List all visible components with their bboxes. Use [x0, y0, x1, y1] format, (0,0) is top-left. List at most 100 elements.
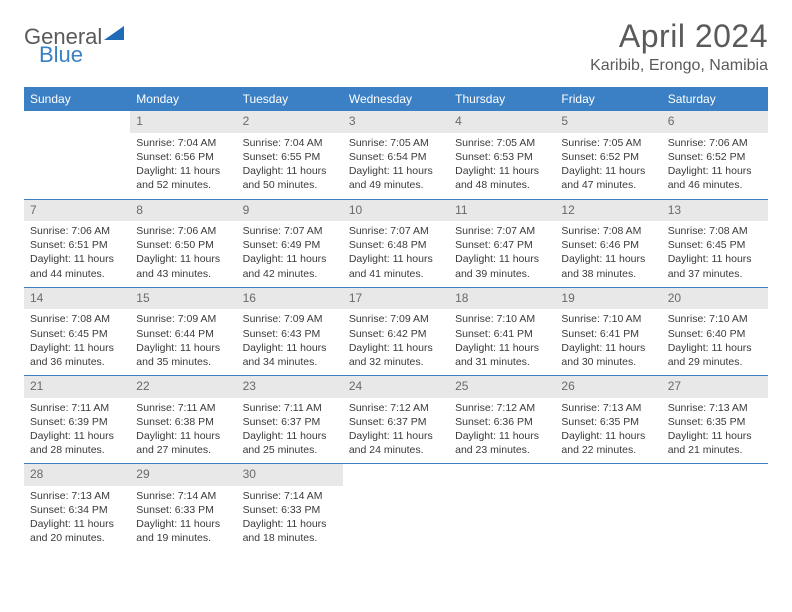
day-header: Saturday: [662, 87, 768, 111]
day-details: Sunrise: 7:04 AMSunset: 6:56 PMDaylight:…: [130, 133, 236, 199]
day-details: Sunrise: 7:12 AMSunset: 6:36 PMDaylight:…: [449, 398, 555, 464]
calendar-day-cell: .: [24, 111, 130, 199]
sunset-line: Sunset: 6:38 PM: [136, 415, 230, 429]
sunrise-line: Sunrise: 7:06 AM: [30, 224, 124, 238]
day-details: Sunrise: 7:13 AMSunset: 6:35 PMDaylight:…: [555, 398, 661, 464]
calendar-day-cell: 17Sunrise: 7:09 AMSunset: 6:42 PMDayligh…: [343, 287, 449, 375]
day-number: 20: [662, 288, 768, 310]
day-number: 29: [130, 464, 236, 486]
day-details: Sunrise: 7:07 AMSunset: 6:49 PMDaylight:…: [237, 221, 343, 287]
day-details: Sunrise: 7:05 AMSunset: 6:53 PMDaylight:…: [449, 133, 555, 199]
logo-word-2: Blue: [39, 42, 83, 68]
day-number: 6: [662, 111, 768, 133]
day-details: Sunrise: 7:09 AMSunset: 6:42 PMDaylight:…: [343, 309, 449, 375]
sunset-line: Sunset: 6:35 PM: [561, 415, 655, 429]
sunset-line: Sunset: 6:47 PM: [455, 238, 549, 252]
sunset-line: Sunset: 6:45 PM: [30, 327, 124, 341]
sunrise-line: Sunrise: 7:10 AM: [561, 312, 655, 326]
daylight-line: Daylight: 11 hours and 43 minutes.: [136, 252, 230, 280]
calendar-day-cell: 16Sunrise: 7:09 AMSunset: 6:43 PMDayligh…: [237, 287, 343, 375]
daylight-line: Daylight: 11 hours and 48 minutes.: [455, 164, 549, 192]
day-details: Sunrise: 7:08 AMSunset: 6:45 PMDaylight:…: [24, 309, 130, 375]
sunrise-line: Sunrise: 7:05 AM: [349, 136, 443, 150]
daylight-line: Daylight: 11 hours and 52 minutes.: [136, 164, 230, 192]
calendar-day-cell: 22Sunrise: 7:11 AMSunset: 6:38 PMDayligh…: [130, 376, 236, 464]
calendar-day-cell: 5Sunrise: 7:05 AMSunset: 6:52 PMDaylight…: [555, 111, 661, 199]
day-details: Sunrise: 7:13 AMSunset: 6:35 PMDaylight:…: [662, 398, 768, 464]
daylight-line: Daylight: 11 hours and 47 minutes.: [561, 164, 655, 192]
day-number: 14: [24, 288, 130, 310]
day-number: 8: [130, 200, 236, 222]
calendar-day-cell: 26Sunrise: 7:13 AMSunset: 6:35 PMDayligh…: [555, 376, 661, 464]
day-number: 19: [555, 288, 661, 310]
sunrise-line: Sunrise: 7:12 AM: [455, 401, 549, 415]
day-details: Sunrise: 7:10 AMSunset: 6:41 PMDaylight:…: [449, 309, 555, 375]
sunset-line: Sunset: 6:41 PM: [561, 327, 655, 341]
calendar-day-cell: 6Sunrise: 7:06 AMSunset: 6:52 PMDaylight…: [662, 111, 768, 199]
day-number: 5: [555, 111, 661, 133]
calendar-day-cell: 14Sunrise: 7:08 AMSunset: 6:45 PMDayligh…: [24, 287, 130, 375]
sunset-line: Sunset: 6:50 PM: [136, 238, 230, 252]
sunrise-line: Sunrise: 7:14 AM: [243, 489, 337, 503]
sunrise-line: Sunrise: 7:04 AM: [243, 136, 337, 150]
daylight-line: Daylight: 11 hours and 35 minutes.: [136, 341, 230, 369]
sunset-line: Sunset: 6:51 PM: [30, 238, 124, 252]
day-number: 2: [237, 111, 343, 133]
calendar-day-cell: 9Sunrise: 7:07 AMSunset: 6:49 PMDaylight…: [237, 199, 343, 287]
daylight-line: Daylight: 11 hours and 29 minutes.: [668, 341, 762, 369]
sunset-line: Sunset: 6:41 PM: [455, 327, 549, 341]
daylight-line: Daylight: 11 hours and 18 minutes.: [243, 517, 337, 545]
sunrise-line: Sunrise: 7:08 AM: [30, 312, 124, 326]
day-header: Sunday: [24, 87, 130, 111]
calendar-day-cell: 25Sunrise: 7:12 AMSunset: 6:36 PMDayligh…: [449, 376, 555, 464]
daylight-line: Daylight: 11 hours and 22 minutes.: [561, 429, 655, 457]
sunrise-line: Sunrise: 7:12 AM: [349, 401, 443, 415]
daylight-line: Daylight: 11 hours and 34 minutes.: [243, 341, 337, 369]
sunrise-line: Sunrise: 7:07 AM: [455, 224, 549, 238]
day-header: Monday: [130, 87, 236, 111]
day-number: 3: [343, 111, 449, 133]
day-details: Sunrise: 7:06 AMSunset: 6:52 PMDaylight:…: [662, 133, 768, 199]
calendar-day-cell: 2 Sunrise: 7:04 AMSunset: 6:55 PMDaylight…: [237, 111, 343, 199]
day-number: 17: [343, 288, 449, 310]
page-header: General Blue April 2024 Karibib, Erongo,…: [24, 18, 768, 75]
daylight-line: Daylight: 11 hours and 50 minutes.: [243, 164, 337, 192]
day-details: Sunrise: 7:06 AMSunset: 6:51 PMDaylight:…: [24, 221, 130, 287]
daylight-line: Daylight: 11 hours and 21 minutes.: [668, 429, 762, 457]
day-details: Sunrise: 7:10 AMSunset: 6:41 PMDaylight:…: [555, 309, 661, 375]
day-header-row: Sunday Monday Tuesday Wednesday Thursday…: [24, 87, 768, 111]
sunset-line: Sunset: 6:39 PM: [30, 415, 124, 429]
daylight-line: Daylight: 11 hours and 30 minutes.: [561, 341, 655, 369]
day-header: Tuesday: [237, 87, 343, 111]
sunset-line: Sunset: 6:44 PM: [136, 327, 230, 341]
sunset-line: Sunset: 6:46 PM: [561, 238, 655, 252]
calendar-day-cell: 30Sunrise: 7:14 AMSunset: 6:33 PMDayligh…: [237, 464, 343, 552]
day-number: 18: [449, 288, 555, 310]
sunrise-line: Sunrise: 7:04 AM: [136, 136, 230, 150]
calendar-day-cell: .: [343, 464, 449, 552]
daylight-line: Daylight: 11 hours and 27 minutes.: [136, 429, 230, 457]
day-details: Sunrise: 7:10 AMSunset: 6:40 PMDaylight:…: [662, 309, 768, 375]
day-number: 11: [449, 200, 555, 222]
calendar-day-cell: 20Sunrise: 7:10 AMSunset: 6:40 PMDayligh…: [662, 287, 768, 375]
sunrise-line: Sunrise: 7:10 AM: [668, 312, 762, 326]
calendar-day-cell: 1Sunrise: 7:04 AMSunset: 6:56 PMDaylight…: [130, 111, 236, 199]
daylight-line: Daylight: 11 hours and 23 minutes.: [455, 429, 549, 457]
logo: General Blue: [24, 18, 124, 50]
sunset-line: Sunset: 6:37 PM: [243, 415, 337, 429]
day-details: Sunrise: 7:07 AMSunset: 6:47 PMDaylight:…: [449, 221, 555, 287]
calendar-day-cell: 3Sunrise: 7:05 AMSunset: 6:54 PMDaylight…: [343, 111, 449, 199]
calendar-table: Sunday Monday Tuesday Wednesday Thursday…: [24, 87, 768, 552]
sunset-line: Sunset: 6:55 PM: [243, 150, 337, 164]
day-number: 21: [24, 376, 130, 398]
calendar-day-cell: 27Sunrise: 7:13 AMSunset: 6:35 PMDayligh…: [662, 376, 768, 464]
daylight-line: Daylight: 11 hours and 49 minutes.: [349, 164, 443, 192]
sunset-line: Sunset: 6:49 PM: [243, 238, 337, 252]
calendar-day-cell: .: [662, 464, 768, 552]
day-number: 15: [130, 288, 236, 310]
title-block: April 2024 Karibib, Erongo, Namibia: [590, 18, 768, 75]
calendar-day-cell: 13Sunrise: 7:08 AMSunset: 6:45 PMDayligh…: [662, 199, 768, 287]
daylight-line: Daylight: 11 hours and 28 minutes.: [30, 429, 124, 457]
daylight-line: Daylight: 11 hours and 24 minutes.: [349, 429, 443, 457]
calendar-week-row: 14Sunrise: 7:08 AMSunset: 6:45 PMDayligh…: [24, 287, 768, 375]
